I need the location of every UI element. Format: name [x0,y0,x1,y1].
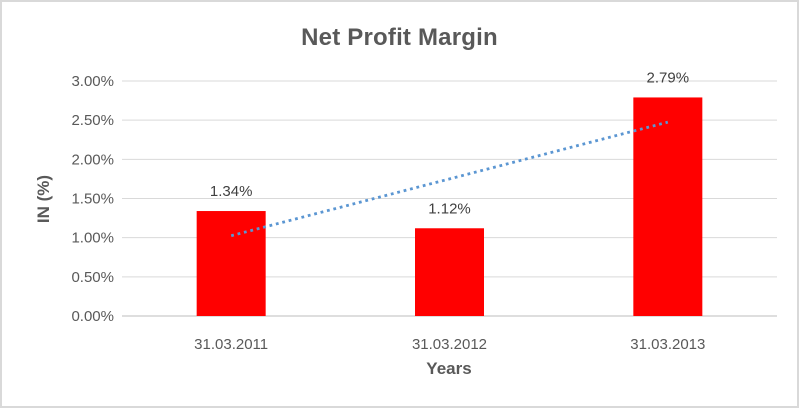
x-axis-title: Years [426,359,472,378]
y-tick-label: 2.50% [71,112,114,129]
data-label: 2.79% [647,69,690,86]
x-tick-label: 31.03.2013 [630,336,705,353]
y-tick-label: 1.00% [71,230,114,247]
y-tick-label: 3.00% [71,73,114,90]
y-tick-label: 1.50% [71,191,114,208]
bar-31.03.2012[interactable] [415,228,484,316]
y-tick-label: 0.00% [71,308,114,325]
x-tick-label: 31.03.2011 [194,336,268,353]
bar-31.03.2013[interactable] [633,97,703,316]
trendline[interactable] [230,120,669,238]
chart-title: Net Profit Margin [301,24,498,51]
data-label: 1.34% [210,183,253,200]
x-tick-label: 31.03.2012 [412,336,487,353]
bar-31.03.2011[interactable] [196,211,266,316]
data-label: 1.12% [428,200,471,217]
y-tick-label: 0.50% [71,269,114,286]
y-tick-label: 2.00% [71,151,114,168]
